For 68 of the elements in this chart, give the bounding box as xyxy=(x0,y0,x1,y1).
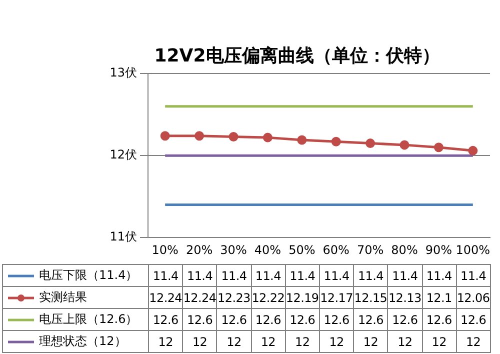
x-tick-label: 40% xyxy=(254,242,282,257)
point xyxy=(228,132,238,142)
data-label: 12.6 xyxy=(217,309,252,331)
point xyxy=(331,136,341,146)
data-label: 12.6 xyxy=(388,309,422,331)
data-label: 12.1 xyxy=(422,287,457,309)
data-label: 12.6 xyxy=(354,309,388,331)
data-label: 12.23 xyxy=(217,287,252,309)
data-label: 12.6 xyxy=(286,309,320,331)
data-label: 12 xyxy=(422,331,457,353)
data-label: 12.6 xyxy=(422,309,457,331)
data-label: 12 xyxy=(217,331,252,353)
point xyxy=(262,132,272,142)
x-tick-label: 90% xyxy=(425,242,452,257)
x-tick-label: 10% xyxy=(152,242,178,257)
data-label: 11.4 xyxy=(183,265,218,287)
point xyxy=(366,138,376,148)
data-label: 12.6 xyxy=(320,309,354,331)
data-label: 12.6 xyxy=(149,309,184,331)
data-label: 12 xyxy=(183,331,218,353)
data-label: 12.24 xyxy=(149,287,184,309)
point xyxy=(160,131,170,141)
data-label: 12 xyxy=(354,331,388,353)
point xyxy=(400,140,410,150)
data-label: 12.13 xyxy=(388,287,422,309)
data-label: 12.22 xyxy=(252,287,286,309)
data-label: 12.6 xyxy=(183,309,218,331)
data-label: 12 xyxy=(149,331,184,353)
data-label: 12 xyxy=(320,331,354,353)
legend-label: 理想状态（12） xyxy=(39,333,126,350)
data-label: 12 xyxy=(388,331,422,353)
legend-label: 电压下限（11.4） xyxy=(39,267,138,284)
data-label: 11.4 xyxy=(320,265,354,287)
data-label: 11.4 xyxy=(149,265,184,287)
point xyxy=(194,131,204,141)
x-tick-label: 80% xyxy=(391,242,418,257)
data-label: 12.19 xyxy=(286,287,320,309)
point xyxy=(468,146,478,156)
legend-label: 电压上限（12.6） xyxy=(39,311,138,328)
data-label: 12.24 xyxy=(183,287,218,309)
x-tick-label: 50% xyxy=(288,242,316,257)
data-label: 11.4 xyxy=(422,265,457,287)
data-label: 12.17 xyxy=(320,287,354,309)
data-label: 11.4 xyxy=(456,265,491,287)
data-label: 11.4 xyxy=(252,265,286,287)
data-label: 11.4 xyxy=(354,265,388,287)
x-tick-label: 20% xyxy=(186,242,213,257)
point xyxy=(434,142,444,152)
data-label: 11.4 xyxy=(286,265,320,287)
data-label: 12.15 xyxy=(354,287,388,309)
y-tick-label: 12伏 xyxy=(110,148,137,162)
data-label: 12 xyxy=(286,331,320,353)
data-label: 11.4 xyxy=(217,265,252,287)
chart-title: 12V2电压偏离曲线（单位：伏特） xyxy=(154,45,440,66)
legend-label: 实测结果 xyxy=(39,289,87,306)
data-label: 12.06 xyxy=(456,287,491,309)
data-label: 11.4 xyxy=(388,265,422,287)
x-tick-label: 100% xyxy=(456,242,490,257)
x-tick-label: 30% xyxy=(220,242,247,257)
y-tick-label: 11伏 xyxy=(110,230,137,244)
x-tick-label: 60% xyxy=(322,242,350,257)
data-label: 12 xyxy=(456,331,491,353)
data-label: 12.6 xyxy=(252,309,286,331)
data-label: 12 xyxy=(252,331,286,353)
data-label: 12.6 xyxy=(456,309,491,331)
point xyxy=(297,135,307,145)
x-tick-label: 70% xyxy=(356,242,384,257)
y-tick-label: 13伏 xyxy=(110,66,137,80)
